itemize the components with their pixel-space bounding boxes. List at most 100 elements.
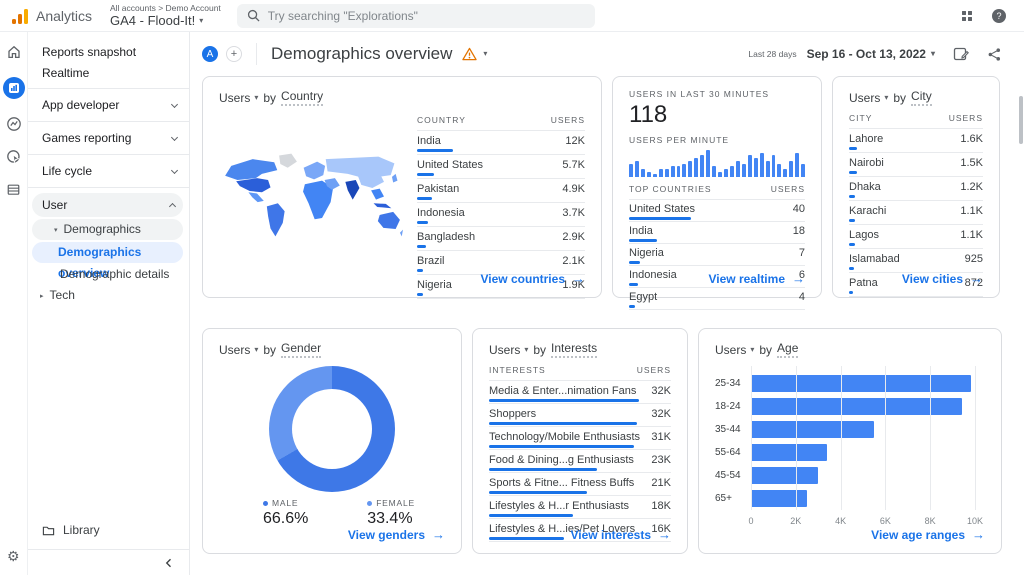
minute-bar <box>671 166 675 177</box>
row-bar <box>417 293 423 296</box>
chevron-down-icon: ▾ <box>750 346 754 354</box>
row-label: Lahore <box>849 133 883 150</box>
chevron-down-icon <box>171 100 178 107</box>
row-bar <box>489 537 564 540</box>
divider <box>28 187 189 188</box>
product-name: Analytics <box>36 8 92 24</box>
dimension-dropdown[interactable]: City <box>911 89 932 106</box>
account-switcher[interactable]: All accounts > Demo Account GA4 - Flood-… <box>110 3 221 28</box>
sidebar-item-demographics-overview[interactable]: Demographics overview <box>32 242 183 263</box>
sidebar-item-demographics[interactable]: ▾Demographics <box>32 219 183 240</box>
row-value: 32K <box>651 408 671 420</box>
table-row: Shoppers 32K <box>489 404 671 427</box>
row-bar <box>629 283 638 286</box>
sidebar-section-games-reporting[interactable]: Games reporting <box>28 126 189 150</box>
metric-dropdown[interactable]: Users▾ <box>219 343 258 357</box>
explore-icon[interactable] <box>6 116 22 132</box>
add-comparison-button[interactable]: + <box>226 46 242 62</box>
sidebar-item-reports-snapshot[interactable]: Reports snapshot <box>28 42 189 63</box>
row-bar <box>489 491 587 494</box>
sidebar-item-realtime[interactable]: Realtime <box>28 63 189 84</box>
row-value: 31K <box>651 431 671 443</box>
avatar[interactable]: A <box>202 46 218 62</box>
minute-bar <box>629 164 633 178</box>
arrow-right-icon: → <box>432 527 445 542</box>
age-category-label: 55-64 <box>715 441 751 464</box>
metric-dropdown[interactable]: Users▾ <box>715 343 754 357</box>
row-bar <box>489 445 634 448</box>
chevron-down-icon <box>171 133 178 140</box>
help-icon[interactable]: ? <box>992 9 1006 23</box>
metric-dropdown[interactable]: Users▾ <box>219 91 258 105</box>
metric-dropdown[interactable]: Users▾ <box>849 91 888 105</box>
dimension-dropdown[interactable]: Country <box>281 89 323 106</box>
analytics-logo[interactable] <box>12 8 28 24</box>
sidebar-section-user[interactable]: User <box>32 193 183 217</box>
date-preset-label: Last 28 days <box>748 49 796 59</box>
view-countries-link[interactable]: View countries→ <box>481 271 585 286</box>
row-label: Technology/Mobile Enthusiasts <box>489 431 640 448</box>
date-range-picker[interactable]: Sep 16 - Oct 13, 2022 ▾ <box>807 47 935 61</box>
dimension-dropdown[interactable]: Gender <box>281 341 321 358</box>
view-realtime-link[interactable]: View realtime→ <box>709 271 806 286</box>
users-by-gender-card: Users▾ by Gender MALE66.6%FEMALE33.4% Vi… <box>202 328 462 554</box>
sidebar-section-app-developer[interactable]: App developer <box>28 93 189 117</box>
search-input[interactable]: Try searching "Explorations" <box>237 4 595 28</box>
sidebar-item-tech[interactable]: ▸Tech <box>28 285 189 306</box>
row-value: 1.5K <box>960 157 983 169</box>
dimension-dropdown[interactable]: Age <box>777 341 798 358</box>
row-bar <box>417 149 453 152</box>
row-bar <box>417 197 432 200</box>
configure-icon[interactable] <box>6 182 21 197</box>
divider <box>256 43 257 65</box>
warning-icon[interactable] <box>462 47 477 61</box>
row-value: 1.6K <box>960 133 983 145</box>
age-bar <box>751 444 827 461</box>
minute-bar <box>682 164 686 178</box>
reports-icon-selected[interactable] <box>3 77 25 99</box>
minute-bar <box>772 155 776 177</box>
metric-dropdown[interactable]: Users▾ <box>489 343 528 357</box>
home-icon[interactable] <box>6 44 22 60</box>
table-header: TOP COUNTRIESUSERS <box>629 177 805 200</box>
reports-sidebar: Reports snapshot Realtime App developer … <box>28 32 190 575</box>
gridline <box>930 366 931 510</box>
view-interests-link[interactable]: View interests→ <box>571 527 671 542</box>
row-bar <box>417 245 426 248</box>
scrollbar[interactable] <box>1019 96 1023 144</box>
users-by-country-card: Users▾ by Country <box>202 76 602 298</box>
row-value: 32K <box>651 385 671 397</box>
row-value: 23K <box>651 454 671 466</box>
advertising-icon[interactable] <box>6 149 22 165</box>
view-cities-link[interactable]: View cities→ <box>902 271 983 286</box>
chevron-down-icon[interactable]: ▾ <box>483 50 487 58</box>
row-value: 5.7K <box>562 159 585 171</box>
triangle-right-icon: ▸ <box>40 293 44 300</box>
minute-bar <box>653 174 657 177</box>
search-icon <box>247 9 260 22</box>
share-icon[interactable] <box>987 47 1002 62</box>
minute-bar <box>665 169 669 177</box>
admin-gear-icon[interactable]: ⚙ <box>7 548 20 565</box>
row-label: Bangladesh <box>417 231 475 248</box>
view-genders-link[interactable]: View genders→ <box>348 527 445 542</box>
apps-grid-icon[interactable] <box>962 11 972 21</box>
view-age-ranges-link[interactable]: View age ranges→ <box>871 527 985 542</box>
row-value: 4 <box>799 291 805 303</box>
sidebar-item-library[interactable]: Library <box>28 517 189 543</box>
minute-bar <box>766 161 770 177</box>
gender-legend: MALE66.6%FEMALE33.4% <box>219 498 445 528</box>
sidebar-section-life-cycle[interactable]: Life cycle <box>28 159 189 183</box>
sidebar-item-demographic-details[interactable]: Demographic details <box>28 264 189 285</box>
customize-report-icon[interactable] <box>953 46 969 62</box>
users-by-interests-card: Users▾ by Interests INTERESTSUSERS Media… <box>472 328 688 554</box>
table-row: Nigeria7 <box>629 244 805 266</box>
row-label: Shoppers <box>489 408 637 425</box>
collapse-chevron-icon[interactable] <box>163 557 175 569</box>
main-content: A + Demographics overview ▾ Last 28 days… <box>190 32 1024 575</box>
minute-bar <box>754 158 758 177</box>
table-row: Nairobi1.5K <box>849 153 983 177</box>
dimension-dropdown[interactable]: Interests <box>551 341 597 358</box>
age-bar <box>751 467 818 484</box>
row-value: 21K <box>651 477 671 489</box>
